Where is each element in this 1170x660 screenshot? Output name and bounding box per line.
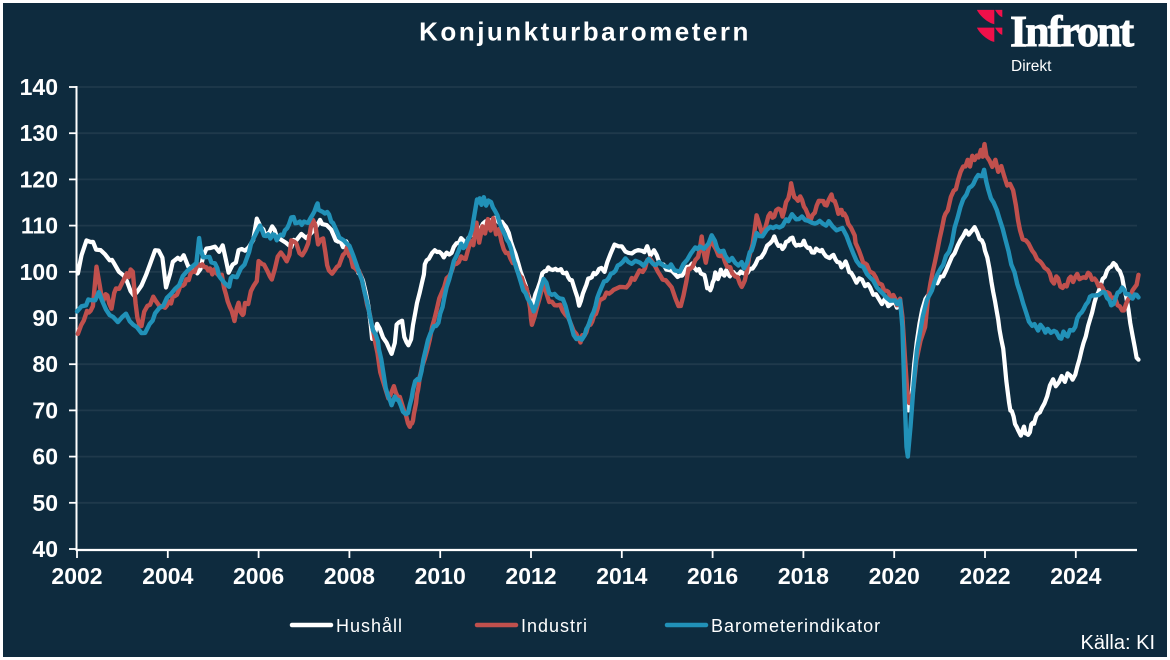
svg-text:50: 50 — [32, 490, 58, 516]
svg-text:2004: 2004 — [142, 563, 193, 589]
svg-text:2008: 2008 — [324, 563, 375, 589]
svg-text:Barometerindikator: Barometerindikator — [711, 616, 881, 636]
svg-text:130: 130 — [20, 120, 58, 146]
svg-text:Industri: Industri — [521, 616, 588, 636]
svg-text:2016: 2016 — [687, 563, 738, 589]
svg-text:2024: 2024 — [1050, 563, 1101, 589]
svg-text:2014: 2014 — [596, 563, 647, 589]
svg-text:80: 80 — [32, 351, 58, 377]
svg-text:Konjunkturbarometern: Konjunkturbarometern — [419, 17, 751, 47]
svg-text:100: 100 — [20, 259, 58, 285]
svg-text:Direkt: Direkt — [1011, 58, 1052, 75]
svg-text:Infront: Infront — [1010, 7, 1134, 56]
svg-text:2002: 2002 — [51, 563, 102, 589]
svg-text:140: 140 — [20, 74, 58, 100]
svg-text:70: 70 — [32, 397, 58, 423]
svg-text:Källa: KI: Källa: KI — [1081, 632, 1155, 654]
svg-text:2020: 2020 — [869, 563, 920, 589]
svg-text:2006: 2006 — [233, 563, 284, 589]
svg-text:2018: 2018 — [778, 563, 829, 589]
svg-text:Hushåll: Hushåll — [336, 616, 403, 636]
svg-text:120: 120 — [20, 166, 58, 192]
svg-text:110: 110 — [21, 213, 58, 239]
svg-text:2012: 2012 — [505, 563, 556, 589]
svg-text:2010: 2010 — [415, 563, 466, 589]
svg-text:60: 60 — [32, 444, 58, 470]
svg-text:40: 40 — [32, 536, 58, 562]
svg-text:2022: 2022 — [959, 563, 1010, 589]
svg-text:90: 90 — [32, 305, 58, 331]
